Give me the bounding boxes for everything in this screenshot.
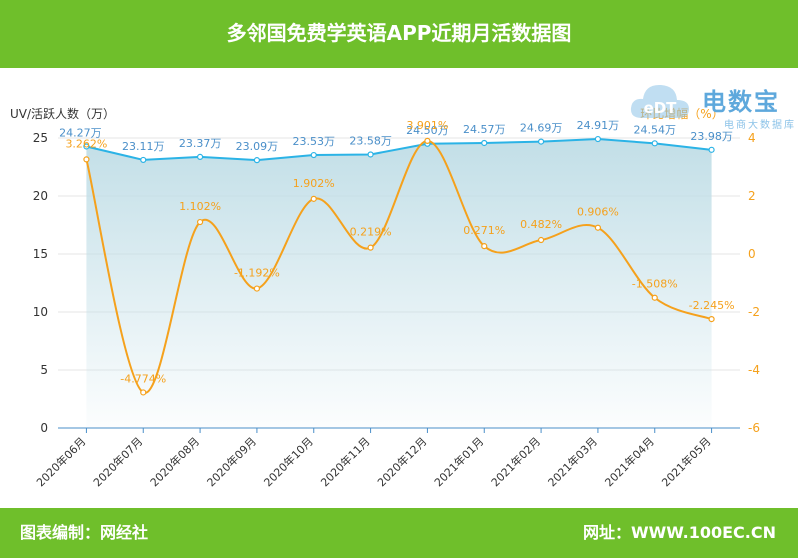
growth-data-label: -1.508% — [632, 278, 678, 291]
y2-tick-label: 4 — [748, 131, 756, 145]
growth-data-label: -1.192% — [234, 267, 280, 280]
chart-title: 多邻国免费学英语APP近期月活数据图 — [226, 21, 572, 45]
y-tick-label: 5 — [40, 363, 48, 377]
uv-data-label: 24.27万 — [59, 126, 102, 139]
x-tick-label: 2020年07月 — [90, 434, 145, 489]
growth-data-label: 0.906% — [577, 206, 619, 219]
uv-data-label: 23.11万 — [122, 140, 165, 153]
x-tick-label: 2021年04月 — [602, 434, 657, 489]
uv-data-label: 24.69万 — [520, 122, 563, 135]
growth-data-label: 3.262% — [65, 137, 107, 150]
cloud-logo-icon: eDT — [630, 84, 689, 118]
footer-credit: 图表编制：网经社 — [20, 523, 149, 542]
y-tick-label: 10 — [33, 305, 48, 319]
footer-bar: 图表编制：网经社 网址：WWW.100EC.CN — [0, 508, 798, 558]
y-axis-label: UV/活跃人数（万） — [10, 106, 115, 121]
growth-point — [140, 389, 147, 396]
uv-point — [651, 140, 658, 147]
y2-tick-label: 2 — [748, 189, 756, 203]
growth-point — [537, 236, 545, 244]
uv-point — [708, 146, 715, 153]
uv-point — [537, 138, 545, 145]
uv-point — [481, 139, 488, 147]
uv-data-label: 23.37万 — [179, 137, 222, 150]
x-tick-label: 2020年09月 — [204, 434, 259, 489]
growth-data-label: 0.219% — [350, 226, 392, 239]
uv-area — [86, 139, 712, 428]
y2-tick-label: 0 — [748, 247, 756, 261]
uv-data-label: 24.54万 — [634, 123, 677, 136]
x-tick-label: 2021年01月 — [431, 434, 486, 489]
uv-point — [367, 151, 374, 158]
growth-point — [651, 294, 658, 301]
logo-mark: eDT — [644, 99, 678, 117]
footer-website: 网址：WWW.100EC.CN — [582, 523, 776, 542]
growth-point — [83, 156, 90, 163]
growth-point — [253, 285, 261, 292]
uv-data-label: 23.53万 — [293, 135, 336, 148]
x-tick-label: 2021年05月 — [659, 434, 714, 489]
growth-data-label: 0.482% — [520, 218, 562, 231]
x-tick-label: 2020年12月 — [374, 434, 429, 489]
uv-point — [196, 153, 204, 161]
uv-line — [86, 138, 712, 162]
x-tick-label: 2021年03月 — [545, 434, 600, 489]
y2-tick-label: -2 — [748, 305, 760, 319]
growth-point — [424, 137, 431, 144]
uv-data-label: 23.98万 — [690, 130, 733, 143]
y-tick-label: 0 — [40, 421, 48, 435]
uv-point — [310, 151, 317, 159]
growth-data-label: 1.902% — [293, 177, 335, 190]
header-bar — [0, 0, 798, 68]
growth-data-label: 3.901% — [406, 119, 448, 132]
x-tick-label: 2020年10月 — [261, 434, 316, 489]
growth-data-label: 0.271% — [463, 224, 505, 237]
uv-point — [594, 135, 602, 143]
growth-point — [367, 244, 374, 251]
x-tick-label: 2020年11月 — [318, 434, 373, 489]
uv-data-label: 24.91万 — [577, 119, 620, 132]
growth-data-label: 1.102% — [179, 200, 221, 213]
y-tick-label: 20 — [33, 189, 48, 203]
x-tick-label: 2020年08月 — [147, 434, 202, 489]
growth-point — [481, 243, 488, 250]
y-tick-label: 25 — [33, 131, 48, 145]
growth-point — [310, 195, 317, 202]
x-tick-label: 2021年02月 — [488, 434, 543, 489]
growth-point — [708, 316, 715, 323]
y-tick-label: 15 — [33, 247, 48, 261]
uv-data-label: 24.50万 — [406, 124, 449, 137]
uv-data-label: 23.09万 — [236, 140, 279, 153]
chart: 0510152025-6-4-2024UV/活跃人数（万）环比增幅（%）2020… — [10, 106, 760, 489]
uv-point — [253, 157, 261, 164]
growth-data-label: -2.245% — [689, 299, 735, 312]
growth-point — [594, 224, 602, 231]
uv-point — [140, 156, 147, 164]
uv-point — [83, 143, 90, 150]
uv-data-label: 24.57万 — [463, 123, 506, 136]
logo-name: 电数宝 — [702, 88, 780, 116]
growth-data-label: -4.774% — [120, 372, 166, 385]
x-tick-label: 2020年06月 — [33, 434, 88, 489]
y2-tick-label: -4 — [748, 363, 760, 377]
logo-subtitle: 电商大数据库 — [724, 120, 796, 131]
y2-tick-label: -6 — [748, 421, 760, 435]
logo: eDT 电数宝 电商大数据库 — [628, 72, 796, 136]
uv-data-label: 23.58万 — [349, 134, 392, 147]
growth-point — [196, 218, 204, 226]
